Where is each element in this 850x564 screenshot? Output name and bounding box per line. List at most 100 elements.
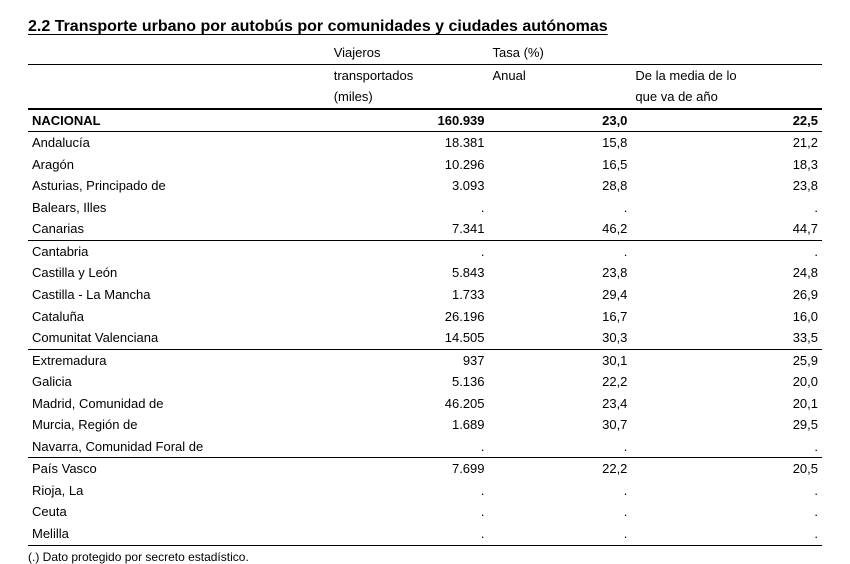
row-viajeros: .	[330, 480, 489, 502]
national-row: NACIONAL 160.939 23,0 22,5	[28, 109, 822, 132]
table-row: Madrid, Comunidad de46.20523,420,1	[28, 393, 822, 415]
row-media: 16,0	[631, 306, 822, 328]
row-label: Madrid, Comunidad de	[28, 393, 330, 415]
row-media: 18,3	[631, 154, 822, 176]
row-viajeros: 18.381	[330, 132, 489, 154]
row-label: Asturias, Principado de	[28, 175, 330, 197]
table-row: Cataluña26.19616,716,0	[28, 306, 822, 328]
header-anual-blank	[489, 86, 632, 109]
table-row: Rioja, La...	[28, 480, 822, 502]
row-label: Cataluña	[28, 306, 330, 328]
row-viajeros: 1.733	[330, 284, 489, 306]
row-viajeros: 3.093	[330, 175, 489, 197]
row-media: 33,5	[631, 327, 822, 349]
row-label: Aragón	[28, 154, 330, 176]
table-row: Castilla y León5.84323,824,8	[28, 262, 822, 284]
footnote: (.) Dato protegido por secreto estadísti…	[28, 550, 822, 564]
table-body: NACIONAL 160.939 23,0 22,5 Andalucía18.3…	[28, 109, 822, 545]
row-viajeros: .	[330, 197, 489, 219]
row-anual: 16,7	[489, 306, 632, 328]
row-viajeros: .	[330, 523, 489, 545]
row-label: Melilla	[28, 523, 330, 545]
row-viajeros: 7.341	[330, 218, 489, 240]
table-row: Extremadura93730,125,9	[28, 349, 822, 371]
row-anual: 22,2	[489, 458, 632, 480]
row-viajeros: 1.689	[330, 414, 489, 436]
row-viajeros: 7.699	[330, 458, 489, 480]
row-viajeros: .	[330, 436, 489, 458]
row-label: País Vasco	[28, 458, 330, 480]
section-title: 2.2 Transporte urbano por autobús por co…	[28, 18, 822, 36]
row-anual: 16,5	[489, 154, 632, 176]
row-media: 25,9	[631, 349, 822, 371]
table-row: Asturias, Principado de3.09328,823,8	[28, 175, 822, 197]
header-viajeros-l1: Viajeros	[330, 42, 489, 64]
table-row: Melilla...	[28, 523, 822, 545]
header-blank3	[28, 86, 330, 109]
table-row: Ceuta...	[28, 501, 822, 523]
national-viajeros: 160.939	[330, 109, 489, 132]
row-anual: 28,8	[489, 175, 632, 197]
national-media: 22,5	[631, 109, 822, 132]
row-anual: 23,8	[489, 262, 632, 284]
row-media: .	[631, 197, 822, 219]
row-viajeros: 937	[330, 349, 489, 371]
row-media: 23,8	[631, 175, 822, 197]
row-anual: .	[489, 240, 632, 262]
national-label: NACIONAL	[28, 109, 330, 132]
row-label: Comunitat Valenciana	[28, 327, 330, 349]
row-label: Murcia, Región de	[28, 414, 330, 436]
row-media: .	[631, 480, 822, 502]
row-label: Balears, Illes	[28, 197, 330, 219]
row-label: Ceuta	[28, 501, 330, 523]
row-label: Andalucía	[28, 132, 330, 154]
row-anual: .	[489, 501, 632, 523]
transport-table: Viajeros Tasa (%) transportados Anual De…	[28, 42, 822, 546]
table-row: Aragón10.29616,518,3	[28, 154, 822, 176]
row-anual: .	[489, 436, 632, 458]
row-media: 20,5	[631, 458, 822, 480]
row-label: Rioja, La	[28, 480, 330, 502]
row-viajeros: 10.296	[330, 154, 489, 176]
row-viajeros: 26.196	[330, 306, 489, 328]
table-row: Cantabria...	[28, 240, 822, 262]
row-media: .	[631, 436, 822, 458]
row-media: 20,0	[631, 371, 822, 393]
row-viajeros: .	[330, 240, 489, 262]
row-viajeros: 14.505	[330, 327, 489, 349]
row-anual: 29,4	[489, 284, 632, 306]
row-media: .	[631, 523, 822, 545]
row-anual: 30,3	[489, 327, 632, 349]
row-viajeros: .	[330, 501, 489, 523]
row-media: 24,8	[631, 262, 822, 284]
row-anual: 46,2	[489, 218, 632, 240]
table-row: Castilla - La Mancha1.73329,426,9	[28, 284, 822, 306]
row-media: 21,2	[631, 132, 822, 154]
row-media: 29,5	[631, 414, 822, 436]
row-label: Extremadura	[28, 349, 330, 371]
row-label: Castilla y León	[28, 262, 330, 284]
header-viajeros-l2: transportados	[330, 64, 489, 86]
table-row: País Vasco7.69922,220,5	[28, 458, 822, 480]
row-label: Galicia	[28, 371, 330, 393]
row-anual: 30,7	[489, 414, 632, 436]
row-media: .	[631, 240, 822, 262]
table-row: Andalucía18.38115,821,2	[28, 132, 822, 154]
header-viajeros-l3: (miles)	[330, 86, 489, 109]
national-anual: 23,0	[489, 109, 632, 132]
table-row: Galicia5.13622,220,0	[28, 371, 822, 393]
row-label: Canarias	[28, 218, 330, 240]
row-anual: .	[489, 523, 632, 545]
table-row: Comunitat Valenciana14.50530,333,5	[28, 327, 822, 349]
row-media: 20,1	[631, 393, 822, 415]
header-anual: Anual	[489, 64, 632, 86]
row-anual: .	[489, 197, 632, 219]
row-anual: 30,1	[489, 349, 632, 371]
table-row: Murcia, Región de1.68930,729,5	[28, 414, 822, 436]
header-tasa-group: Tasa (%)	[489, 42, 822, 64]
row-label: Castilla - La Mancha	[28, 284, 330, 306]
row-viajeros: 5.136	[330, 371, 489, 393]
row-anual: .	[489, 480, 632, 502]
table-row: Balears, Illes...	[28, 197, 822, 219]
table-row: Navarra, Comunidad Foral de...	[28, 436, 822, 458]
